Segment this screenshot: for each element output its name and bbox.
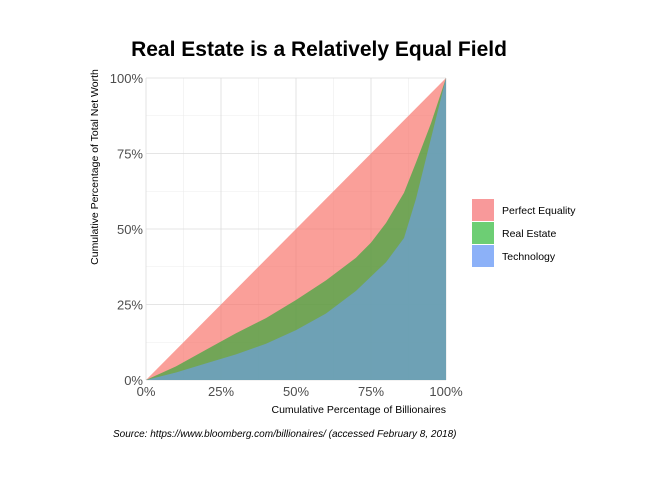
- legend-swatch-real-estate: [472, 222, 494, 244]
- x-tick-label: 50%: [283, 384, 309, 399]
- legend-swatch-perfect-equality: [472, 199, 494, 221]
- x-tick-label: 75%: [358, 384, 384, 399]
- plot-area: [145, 77, 447, 381]
- x-tick-label: 25%: [208, 384, 234, 399]
- x-tick-label: 100%: [429, 384, 463, 399]
- y-tick-label: 75%: [117, 147, 143, 162]
- legend: Perfect Equality Real Estate Technology: [472, 199, 576, 267]
- y-tick-label: 100%: [110, 71, 144, 86]
- series-areas: [146, 78, 446, 380]
- x-axis-ticks: 0% 25% 50% 75% 100%: [137, 384, 463, 399]
- x-tick-label: 0%: [137, 384, 156, 399]
- chart-title: Real Estate is a Relatively Equal Field: [131, 38, 507, 61]
- legend-label-perfect-equality: Perfect Equality: [502, 205, 576, 217]
- legend-label-real-estate: Real Estate: [502, 228, 556, 240]
- legend-swatch-technology: [472, 245, 494, 267]
- y-tick-label: 50%: [117, 222, 143, 237]
- legend-label-technology: Technology: [502, 251, 556, 263]
- x-axis-title: Cumulative Percentage of Billionaires: [271, 404, 446, 416]
- y-axis-ticks: 0% 25% 50% 75% 100%: [110, 71, 144, 388]
- y-tick-label: 0%: [124, 373, 143, 388]
- y-tick-label: 25%: [117, 298, 143, 313]
- area-technology: [146, 78, 446, 380]
- y-axis-title: Cumulative Percentage of Total Net Worth: [89, 69, 101, 265]
- source-caption: Source: https://www.bloomberg.com/billio…: [113, 429, 457, 440]
